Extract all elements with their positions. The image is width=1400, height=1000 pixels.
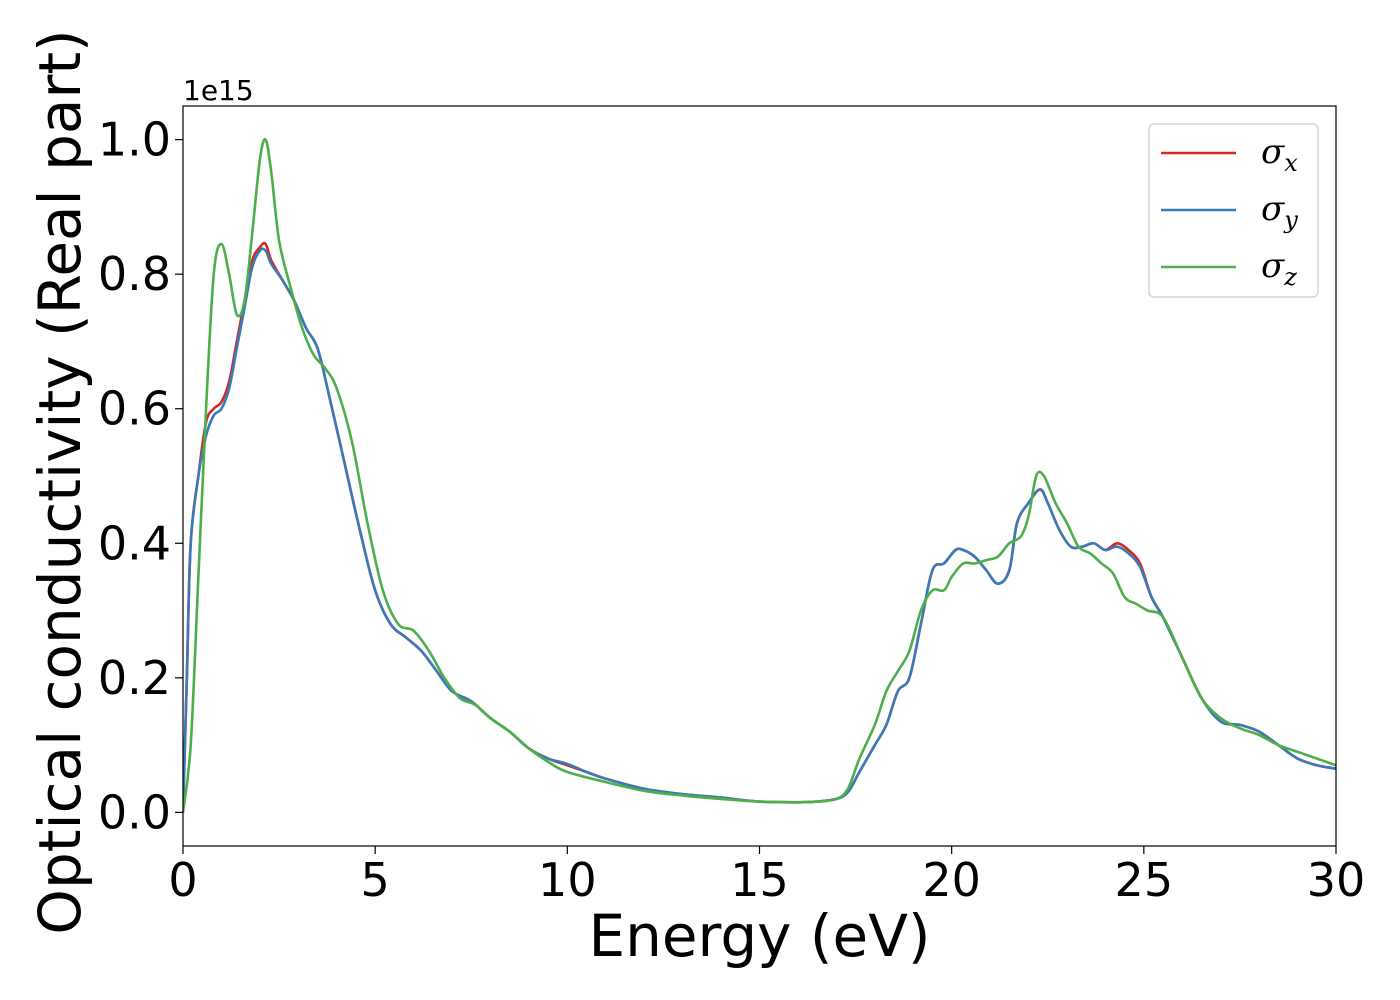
y-tick-label: 0.2 xyxy=(98,651,171,705)
series-lines xyxy=(183,137,1336,813)
legend-label-z: σz xyxy=(1261,246,1297,291)
x-tick-label: 25 xyxy=(1115,853,1174,907)
y-axis-title: Optical conductivity (Real part) xyxy=(26,29,94,934)
y-tick-label: 0.4 xyxy=(98,516,171,570)
series-line-y xyxy=(183,247,1336,813)
legend-label-x: σx xyxy=(1261,132,1298,177)
x-tick-label: 20 xyxy=(922,853,981,907)
x-tick-label: 5 xyxy=(361,853,390,907)
y-tick-label: 0.0 xyxy=(98,785,171,839)
y-axis: 0.0 0.2 0.4 0.6 0.8 1.0 xyxy=(98,113,183,839)
x-tick-label: 30 xyxy=(1307,853,1366,907)
series-line-z xyxy=(183,137,1336,813)
series-line-x xyxy=(183,241,1336,813)
y-tick-label: 0.6 xyxy=(98,382,171,436)
legend-label-y: σy xyxy=(1261,189,1298,234)
x-tick-label: 10 xyxy=(538,853,597,907)
x-axis: 0 5 10 15 20 25 30 xyxy=(168,846,1365,907)
y-offset-label: 1e15 xyxy=(183,74,254,107)
x-tick-label: 15 xyxy=(730,853,789,907)
y-tick-label: 0.8 xyxy=(98,247,171,301)
y-tick-label: 1.0 xyxy=(98,113,171,167)
legend: σx σy σz xyxy=(1148,123,1319,298)
x-axis-title: Energy (eV) xyxy=(588,902,930,970)
x-tick-label: 0 xyxy=(168,853,197,907)
